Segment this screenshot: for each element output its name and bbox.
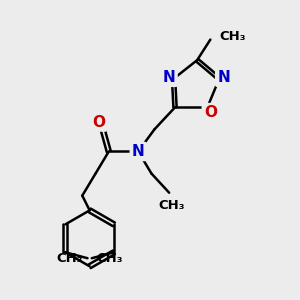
- Text: N: N: [132, 144, 145, 159]
- Text: CH₃: CH₃: [56, 252, 83, 265]
- Text: CH₃: CH₃: [96, 252, 123, 265]
- Text: CH₃: CH₃: [159, 199, 185, 212]
- Text: O: O: [204, 105, 217, 120]
- Text: N: N: [217, 70, 230, 85]
- Text: N: N: [163, 70, 175, 85]
- Text: O: O: [92, 115, 105, 130]
- Text: CH₃: CH₃: [219, 30, 246, 43]
